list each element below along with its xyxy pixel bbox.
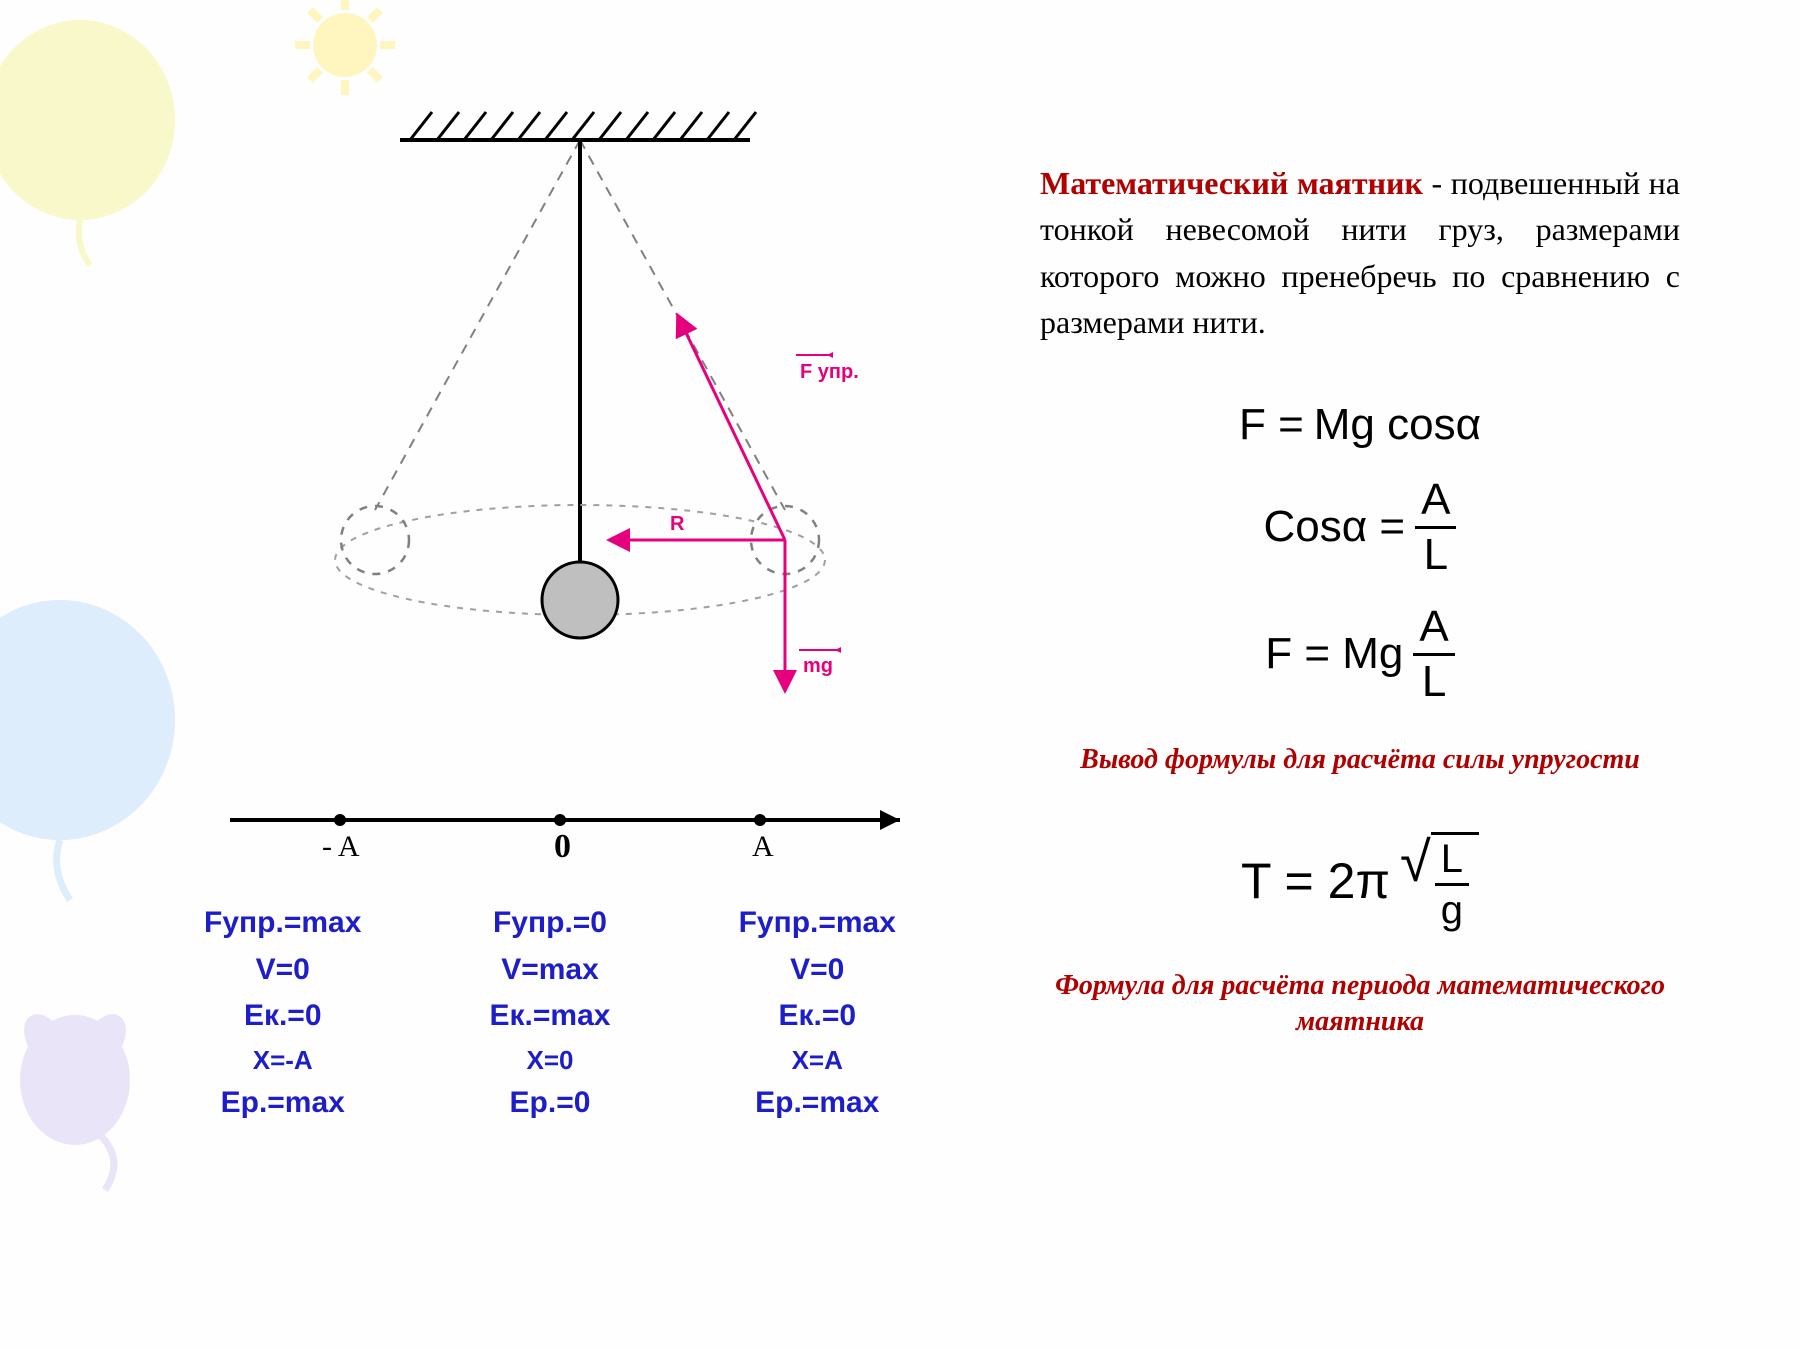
state-line: V=0 <box>739 947 896 994</box>
state-line: Eр.=0 <box>490 1080 611 1127</box>
formula-lhs: F = <box>1239 400 1304 450</box>
definition: Математический маятник - подвешенный на … <box>1040 160 1680 346</box>
definition-term: Математический маятник <box>1040 165 1423 201</box>
fraction-den: L <box>1422 656 1446 704</box>
formula-cos-al: Cosα = A L <box>1264 478 1457 577</box>
state-col-center: Fупр.=0 V=max Eк.=max X=0 Eр.=0 <box>490 900 611 1230</box>
state-line: Eр.=max <box>739 1080 896 1127</box>
state-line: Eк.=0 <box>204 993 361 1040</box>
period-formula: T = 2π √ L g <box>1241 832 1479 930</box>
fraction-den: L <box>1424 529 1448 577</box>
state-line: Eк.=max <box>490 993 611 1040</box>
formula-lhs: F = Mg <box>1265 629 1403 679</box>
right-column: Математический маятник - подвешенный на … <box>1040 160 1680 1081</box>
sqrt: √ L g <box>1400 832 1479 930</box>
axis-label-a: A <box>752 830 774 864</box>
state-line: Fупр.=max <box>204 900 361 947</box>
state-col-left: Fупр.=max V=0 Eк.=0 X=-A Eр.=max <box>204 900 361 1230</box>
period-lhs: T = 2π <box>1241 852 1390 910</box>
fraction-den: g <box>1441 886 1463 930</box>
fraction: A L <box>1415 478 1456 577</box>
derivation-formulas: F = Mg cosα Cosα = A L F = Mg A L <box>1040 386 1680 718</box>
string-left <box>375 140 580 510</box>
fraction-num: A <box>1413 605 1454 656</box>
pendulum-svg: F упр. mg R <box>140 100 960 780</box>
period-caption: Формула для расчёта периода математическ… <box>1040 968 1680 1041</box>
pendulum-diagram: F упр. mg R <box>140 100 960 780</box>
label-mg: mg <box>803 655 833 677</box>
formula-lhs: Cosα = <box>1264 502 1406 552</box>
state-line: X=A <box>739 1040 896 1080</box>
ceiling-hatch <box>410 112 756 140</box>
formula-rhs: Mg cosα <box>1314 400 1481 450</box>
axis-label-minus-a: - A <box>322 830 360 864</box>
state-col-right: Fупр.=max V=0 Eк.=0 X=A Eр.=max <box>739 900 896 1230</box>
axis: - A 0 A <box>140 790 960 870</box>
state-line: X=-A <box>204 1040 361 1080</box>
definition-dash: - <box>1423 165 1451 201</box>
state-line: X=0 <box>490 1040 611 1080</box>
fraction: L g <box>1435 839 1469 930</box>
formula-f-mg-al: F = Mg A L <box>1265 605 1455 704</box>
state-line: V=max <box>490 947 611 994</box>
label-f-upr: F упр. <box>800 361 859 383</box>
state-line: V=0 <box>204 947 361 994</box>
fraction-num: L <box>1435 839 1469 886</box>
fraction: A L <box>1413 605 1454 704</box>
state-line: Eк.=0 <box>739 993 896 1040</box>
state-line: Fупр.=max <box>739 900 896 947</box>
period-formula-block: T = 2π √ L g <box>1040 818 1680 944</box>
bob-center <box>542 562 618 638</box>
states: Fупр.=max V=0 Eк.=0 X=-A Eр.=max Fупр.=0… <box>140 900 960 1230</box>
label-r: R <box>670 513 685 535</box>
formula-f-cos: F = Mg cosα <box>1239 400 1481 450</box>
fraction-num: A <box>1415 478 1456 529</box>
state-line: Fупр.=0 <box>490 900 611 947</box>
vector-f-upr <box>678 316 785 540</box>
state-line: Eр.=max <box>204 1080 361 1127</box>
derivation-caption: Вывод формулы для расчёта силы упругости <box>1040 742 1680 778</box>
axis-label-zero: 0 <box>554 828 571 866</box>
sqrt-sign-icon: √ <box>1400 834 1431 932</box>
